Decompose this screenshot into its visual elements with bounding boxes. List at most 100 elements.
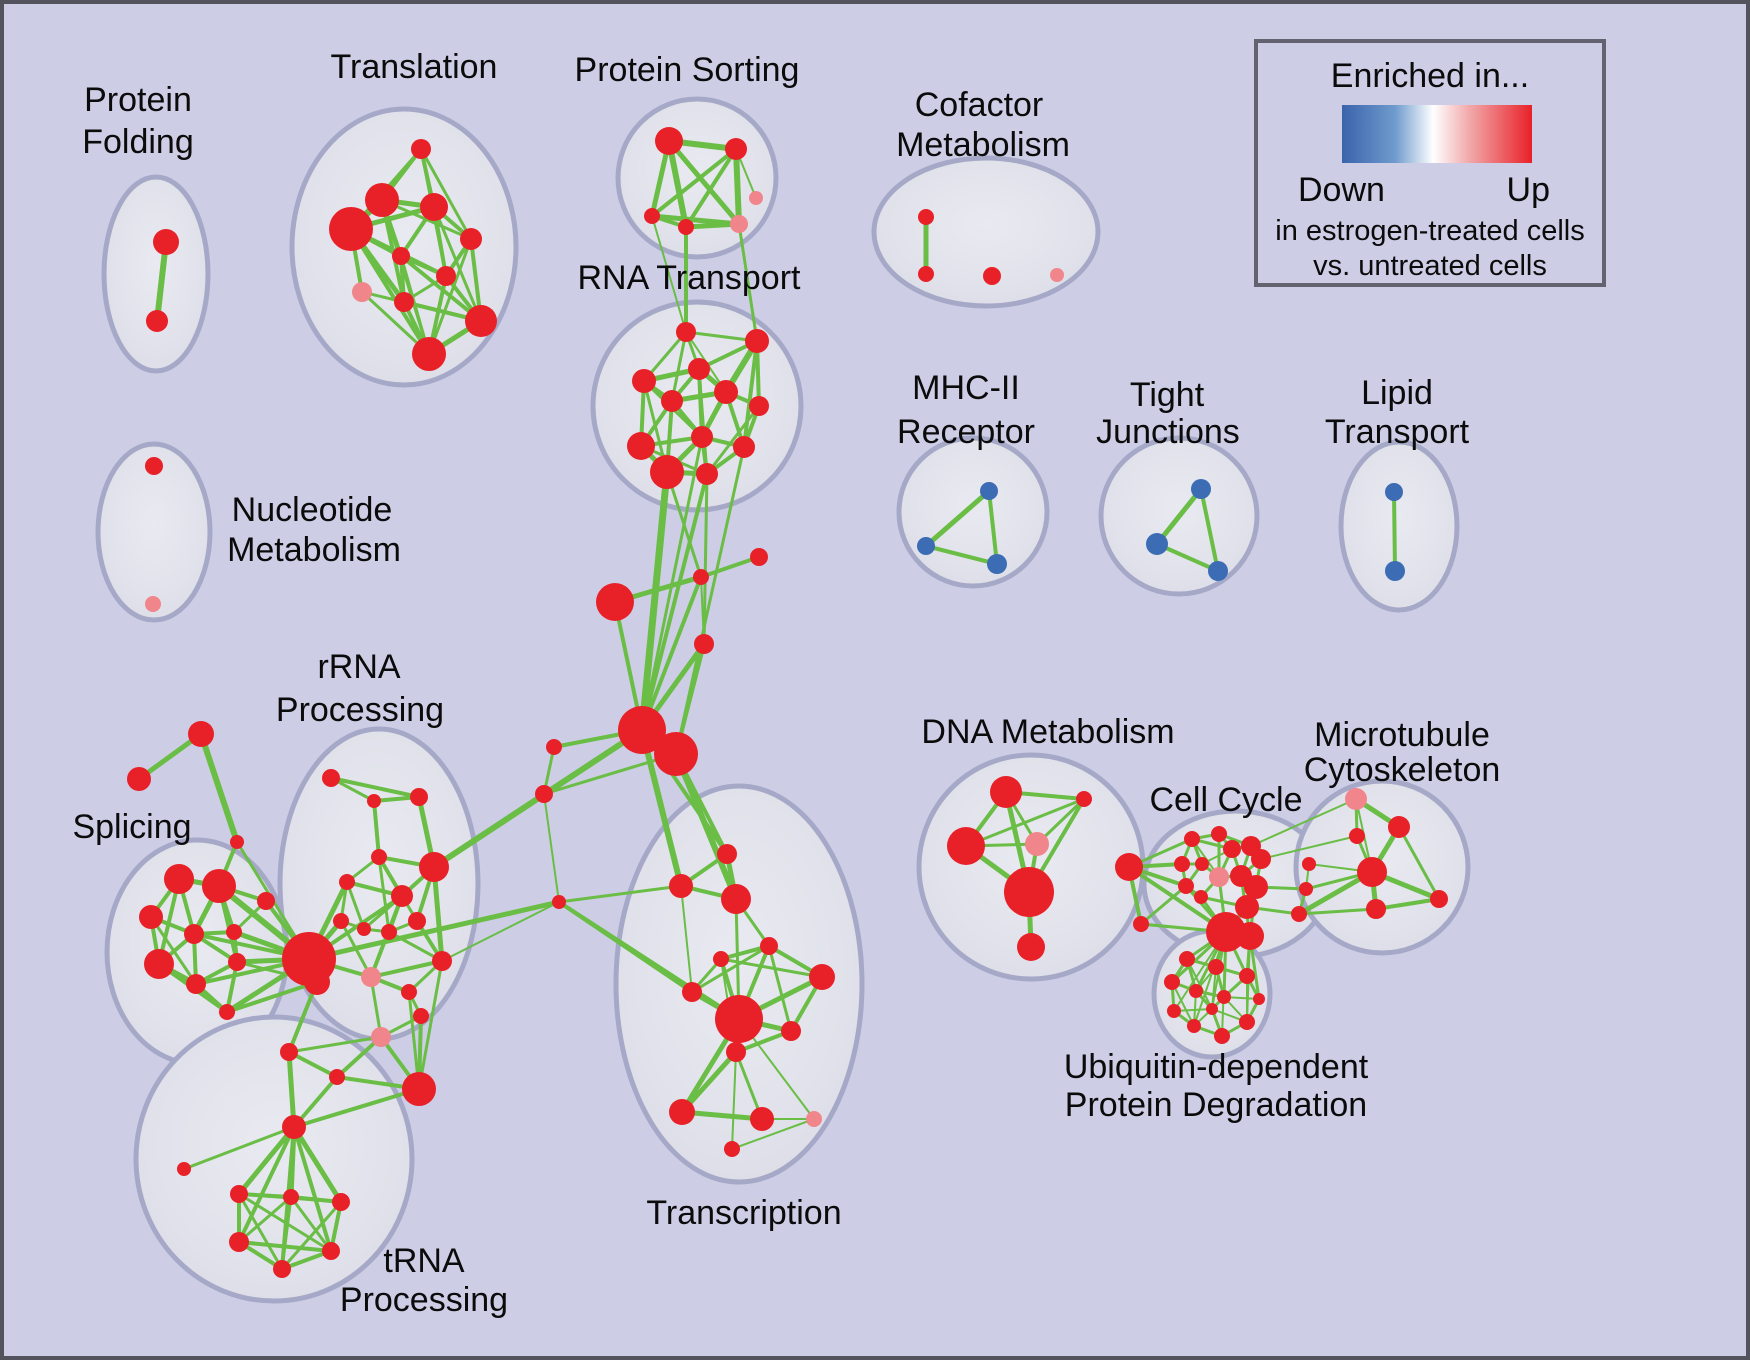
node-cc6 — [1174, 856, 1190, 872]
node-sp3 — [139, 905, 163, 929]
legend-caption-line1: in estrogen-treated cells — [1275, 215, 1585, 247]
cluster-label-protein-folding-line2: Folding — [82, 123, 194, 161]
cluster-label-ubiquitin-degradation-line2: Protein Degradation — [1065, 1086, 1367, 1124]
edge-rr12-rr13 — [369, 959, 444, 979]
edge-c2-c4 — [700, 576, 705, 645]
node-rt1 — [676, 322, 696, 342]
node-spt3 — [230, 835, 244, 849]
node-tx11 — [750, 1107, 774, 1131]
cluster-label-tight-junctions-line1: Tight — [1130, 376, 1205, 414]
node-rt3 — [632, 369, 656, 393]
node-rr1 — [322, 769, 340, 787]
edge-cc5-mt3 — [1260, 835, 1358, 860]
node-in6 — [402, 1072, 436, 1106]
cluster-ellipse-nucleotide-metabolism — [95, 441, 213, 623]
edge-in6-rr13 — [417, 959, 444, 1091]
legend-caption-line2: vs. untreated cells — [1313, 250, 1547, 282]
edge-ps2-ps3 — [650, 147, 738, 218]
cluster-label-trna-processing-line1: tRNA — [383, 1242, 465, 1280]
node-tx1 — [717, 844, 737, 864]
node-tx13 — [724, 1141, 740, 1157]
node-ps1 — [655, 127, 683, 155]
edge-c6-c8 — [542, 752, 678, 796]
edge-lp1-lp2 — [1392, 490, 1397, 573]
node-ub8 — [1167, 1004, 1181, 1018]
edge-sph-c9 — [306, 899, 562, 962]
edge-tx12-tx13 — [731, 1118, 815, 1150]
node-rt5 — [714, 380, 738, 404]
node-c7 — [618, 706, 666, 754]
node-cc14 — [1291, 906, 1307, 922]
edge-tx5-tx6 — [719, 957, 824, 979]
node-ub7 — [1253, 993, 1265, 1005]
node-c3 — [750, 548, 768, 566]
node-rr6 — [391, 885, 413, 907]
edge-sph2-sp9 — [225, 980, 319, 1014]
node-cc5 — [1251, 849, 1271, 869]
edge-tj2-tj3 — [1155, 542, 1220, 573]
edge-c2-c7 — [640, 575, 703, 732]
edge-tn4-tn5 — [237, 1240, 333, 1253]
cluster-labels: Protein Folding Translation Protein Sorting… — [72, 48, 1500, 1319]
node-ccl — [1115, 853, 1143, 881]
edge-tx4-tx7 — [690, 944, 771, 994]
edge-rr4-rr10 — [377, 855, 391, 934]
edge-rt2-rt10 — [742, 339, 759, 449]
node-sph2 — [304, 969, 330, 995]
node-mt5 — [1430, 890, 1448, 908]
node-ps6 — [749, 191, 763, 205]
edge-ub1-ub9 — [1186, 958, 1213, 1010]
node-tn3 — [332, 1193, 350, 1211]
node-tr4 — [329, 207, 373, 251]
legend-title: Enriched in... — [1330, 57, 1530, 95]
node-cf3 — [983, 267, 1001, 285]
node-cc2 — [1211, 826, 1227, 842]
edge-pf1-pf2 — [154, 239, 169, 324]
node-txh — [715, 995, 763, 1043]
node-in2 — [280, 1043, 298, 1061]
node-tx4 — [760, 937, 778, 955]
edge-mt4-mt5 — [1374, 897, 1441, 911]
network-nodes — [127, 127, 1448, 1278]
cluster-label-nucleotide-metabolism-line1: Nucleotide — [232, 491, 393, 529]
node-sp1 — [164, 864, 194, 894]
edge-tr3-tr10 — [432, 205, 483, 323]
node-ub9 — [1206, 1003, 1218, 1015]
edge-ps1-ps4 — [666, 138, 689, 230]
node-rt10 — [733, 436, 755, 458]
cluster-label-cofactor-metabolism-line1: Cofactor — [915, 86, 1044, 124]
node-mh2 — [917, 537, 935, 555]
node-rr12 — [361, 967, 381, 987]
node-cc12 — [1244, 875, 1268, 899]
edge-ps5-rt2 — [737, 222, 759, 343]
edge-tn3-tn6 — [280, 1200, 343, 1271]
edge-rt12-c4 — [702, 472, 709, 646]
node-ub6 — [1217, 990, 1231, 1004]
edge-tr4-tr11 — [349, 227, 431, 356]
node-rr5 — [339, 874, 355, 890]
node-dm1 — [990, 776, 1022, 808]
cluster-label-dna-metabolism-line1: DNA Metabolism — [921, 713, 1174, 751]
node-c8 — [654, 732, 698, 776]
edge-tnh-tn5 — [292, 1125, 333, 1253]
edge-c9-c6 — [543, 793, 560, 903]
edge-rr10-rr13 — [387, 930, 444, 963]
node-rt11 — [650, 455, 684, 489]
edge-mh2-mh3 — [924, 544, 999, 566]
edge-in2-in3 — [287, 1050, 339, 1079]
cluster-label-ubiquitin-degradation-line1: Ubiquitin-dependent — [1064, 1048, 1369, 1086]
node-rr3 — [410, 788, 428, 806]
node-sp8 — [228, 953, 246, 971]
node-rr7 — [419, 852, 449, 882]
node-tx12 — [806, 1111, 822, 1127]
node-c2 — [693, 569, 709, 585]
node-cch — [1206, 912, 1246, 952]
node-ub5 — [1189, 984, 1203, 998]
edge-tr6-tr10 — [399, 254, 483, 323]
node-rt2 — [745, 329, 769, 353]
cluster-ellipse-cofactor-metabolism — [871, 155, 1101, 309]
edge-c7-tx2 — [639, 727, 684, 889]
node-tj1 — [1191, 479, 1211, 499]
edge-tn2-tn5 — [289, 1195, 333, 1253]
